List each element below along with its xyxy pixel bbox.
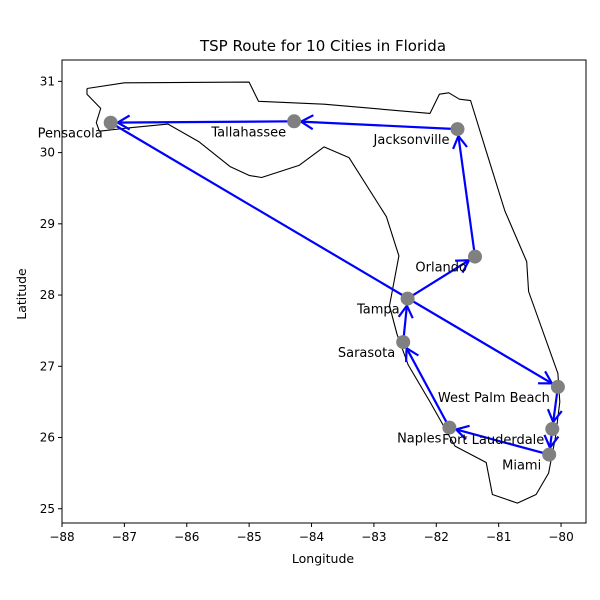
city-label: Jacksonville [373,133,450,148]
city-label: West Palm Beach [438,391,550,406]
x-tick-label: −82 [424,530,449,544]
x-tick-label: −86 [174,530,199,544]
route-segment [300,120,458,131]
y-tick-label: 28 [40,288,55,302]
city-label: Miami [502,459,541,474]
y-axis-ticks: 25 26 27 28 29 30 31 [40,74,62,516]
chart-title: TSP Route for 10 Cities in Florida [199,37,446,55]
x-axis-ticks: −88 −87 −86 −85 −84 −83 −82 −81 −80 [49,523,574,544]
city-label: Tampa [356,303,400,318]
city-label: Naples [397,432,442,447]
city-label: Sarasota [338,346,395,361]
y-tick-label: 31 [40,74,55,88]
y-tick-label: 29 [40,217,55,231]
florida-state-outline [86,81,561,504]
y-tick-label: 25 [40,502,55,516]
city-label-layer: Pensacola Tallahassee Jacksonville Orlando T… [38,125,550,473]
city-label: Tallahassee [210,125,286,140]
x-tick-label: −85 [236,530,261,544]
route-segment [405,347,451,429]
y-tick-label: 30 [40,146,55,160]
route-segment [110,121,553,385]
city-marker [468,249,482,264]
x-axis-label: Longitude [292,551,354,566]
y-axis-label: Latitude [14,268,29,320]
city-marker-layer [103,114,565,462]
route-segment [407,259,470,300]
route-segment [457,135,477,257]
route-segment [117,120,295,124]
x-tick-label: −84 [299,530,324,544]
city-marker [542,447,557,462]
route-arrowhead [546,408,563,425]
route-arrowhead [115,114,131,131]
city-marker [545,422,560,436]
city-label: Fort Lauderdale [442,433,544,448]
city-label: Orlando [415,261,467,276]
route-segment [455,428,550,456]
city-marker [400,291,415,306]
plot-area-frame [61,59,587,524]
city-marker [450,122,465,137]
y-tick-label: 26 [40,431,55,445]
y-tick-label: 27 [40,359,55,373]
x-tick-label: −83 [361,530,386,544]
city-marker [396,335,411,350]
city-label: Pensacola [38,127,103,142]
x-tick-label: −88 [49,530,74,544]
city-marker [103,115,118,130]
city-marker [287,114,302,129]
city-marker [550,379,565,394]
route-arrowhead [455,259,471,274]
city-marker [442,420,457,435]
x-tick-label: −80 [548,530,573,544]
route-arrowhead [397,303,414,319]
x-tick-label: −81 [486,530,511,544]
x-tick-label: −87 [112,530,137,544]
florida-outline-layer [86,81,561,504]
